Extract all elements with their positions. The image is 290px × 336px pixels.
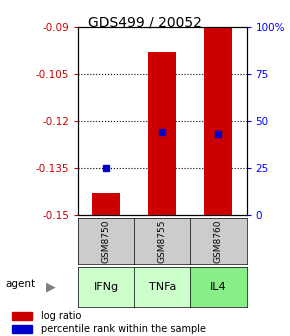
Text: percentile rank within the sample: percentile rank within the sample xyxy=(41,324,206,334)
Text: TNFa: TNFa xyxy=(149,282,176,292)
Text: IL4: IL4 xyxy=(210,282,227,292)
Text: GDS499 / 20052: GDS499 / 20052 xyxy=(88,15,202,29)
Text: GSM8760: GSM8760 xyxy=(214,219,223,263)
Bar xyxy=(92,193,120,215)
Text: ▶: ▶ xyxy=(46,281,56,294)
Bar xyxy=(204,27,233,215)
Text: GSM8750: GSM8750 xyxy=(102,219,111,263)
Bar xyxy=(12,312,32,320)
Text: agent: agent xyxy=(6,279,36,289)
Bar xyxy=(12,325,32,333)
Text: GSM8755: GSM8755 xyxy=(158,219,167,263)
Text: IFNg: IFNg xyxy=(94,282,119,292)
Bar xyxy=(148,52,176,215)
Text: log ratio: log ratio xyxy=(41,311,81,321)
